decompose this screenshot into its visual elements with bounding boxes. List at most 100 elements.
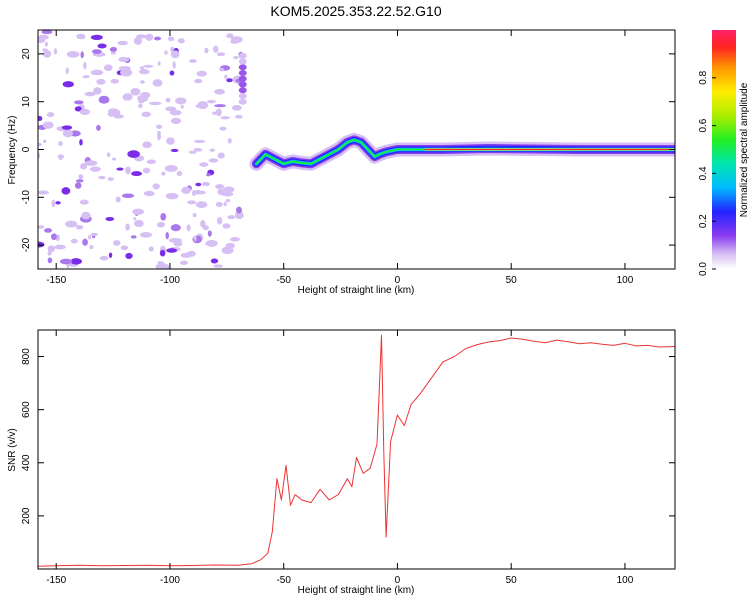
noise-blob: [38, 34, 49, 40]
noise-blob: [170, 50, 180, 59]
noise-blob: [120, 68, 133, 77]
noise-blob: [208, 158, 219, 163]
noise-blob: [238, 92, 247, 99]
noise-blob: [54, 244, 66, 250]
noise-blob: [140, 80, 145, 84]
colorbar: 0.0 0.2 0.4 0.6 0.8 Normalized spectral ampl…: [698, 30, 750, 276]
noise-blob: [233, 55, 239, 60]
noise-blob: [121, 193, 135, 199]
noise-blob: [53, 48, 58, 55]
noise-blob: [165, 192, 179, 200]
noise-blob: [58, 140, 63, 146]
noise-blob: [195, 182, 202, 187]
spectrogram-noise-blobs: [38, 30, 247, 269]
noise-blob: [113, 114, 124, 119]
noise-blob: [134, 219, 144, 228]
noise-blob: [165, 97, 171, 103]
noise-blob: [109, 46, 117, 52]
noise-blob: [148, 101, 162, 106]
noise-blob: [89, 244, 94, 250]
noise-blob: [112, 239, 121, 246]
noise-blob: [201, 181, 211, 187]
noise-blob: [70, 238, 78, 244]
noise-blob: [192, 212, 197, 218]
colorbar-tick-label: 0.8: [698, 70, 709, 84]
noise-blob: [106, 152, 111, 158]
noise-blob: [205, 239, 218, 247]
noise-blob: [41, 30, 53, 35]
noise-blob: [148, 246, 154, 252]
spectrogram-ridge: [249, 132, 675, 171]
noise-blob: [238, 52, 247, 59]
noise-blob: [195, 201, 208, 209]
snr-xtick-label: 100: [617, 575, 634, 586]
noise-blob: [110, 78, 120, 84]
noise-blob: [90, 34, 103, 40]
noise-blob: [137, 96, 149, 103]
noise-blob: [70, 258, 82, 265]
noise-blob: [186, 250, 196, 257]
noise-blob: [81, 211, 91, 220]
noise-blob: [215, 108, 222, 117]
noise-blob: [222, 186, 235, 193]
noise-blob: [176, 171, 183, 176]
noise-blob: [180, 260, 188, 265]
noise-blob: [155, 81, 162, 86]
noise-blob: [226, 33, 234, 39]
noise-blob: [59, 258, 73, 265]
noise-blob: [194, 189, 202, 195]
noise-blob: [89, 166, 101, 172]
snr-ytick-label: 600: [21, 401, 32, 418]
noise-blob: [83, 61, 87, 70]
noise-blob: [125, 252, 133, 260]
colorbar-tick-label: 0.2: [698, 214, 709, 228]
spectrogram-ytick-label: 10: [21, 96, 32, 108]
noise-blob: [62, 129, 73, 138]
noise-blob: [234, 211, 244, 220]
noise-blob: [142, 167, 151, 174]
noise-blob: [97, 43, 107, 49]
noise-blob: [222, 223, 231, 229]
noise-blob: [38, 142, 42, 147]
noise-blob: [122, 93, 133, 101]
noise-blob: [51, 199, 56, 208]
noise-blob: [238, 64, 247, 71]
noise-blob: [230, 40, 239, 44]
noise-blob: [88, 235, 92, 240]
noise-blob: [116, 167, 124, 171]
noise-blob: [166, 137, 175, 145]
noise-blob: [229, 237, 241, 242]
noise-blob: [217, 216, 223, 225]
noise-blob: [195, 104, 204, 109]
noise-blob: [65, 67, 69, 75]
noise-blob: [132, 208, 144, 215]
noise-blob: [155, 124, 163, 129]
noise-blob: [79, 108, 91, 116]
noise-blob: [196, 70, 207, 77]
noise-blob: [238, 75, 247, 82]
noise-blob: [80, 51, 84, 59]
noise-blob: [43, 50, 52, 58]
noise-blob: [65, 220, 78, 228]
noise-blob: [206, 99, 216, 104]
spectrogram-xtick-label: -50: [276, 275, 291, 286]
spectrogram-xtick-label: -100: [160, 275, 180, 286]
noise-blob: [44, 228, 52, 233]
spectrogram-ytick-label: -10: [21, 190, 32, 205]
snr-ytick-label: 200: [21, 507, 32, 524]
noise-blob: [99, 255, 109, 261]
noise-blob: [78, 174, 84, 180]
noise-blob: [125, 223, 130, 231]
noise-blob: [189, 59, 197, 63]
noise-blob: [55, 201, 61, 205]
noise-blob: [138, 69, 150, 75]
noise-blob: [212, 45, 219, 53]
noise-blob: [47, 257, 53, 264]
snr-xtick-label: 0: [395, 575, 401, 586]
noise-blob: [98, 95, 110, 104]
noise-blob: [170, 224, 181, 232]
noise-blob: [215, 201, 223, 207]
noise-blob: [169, 109, 182, 116]
noise-blob: [118, 66, 131, 71]
